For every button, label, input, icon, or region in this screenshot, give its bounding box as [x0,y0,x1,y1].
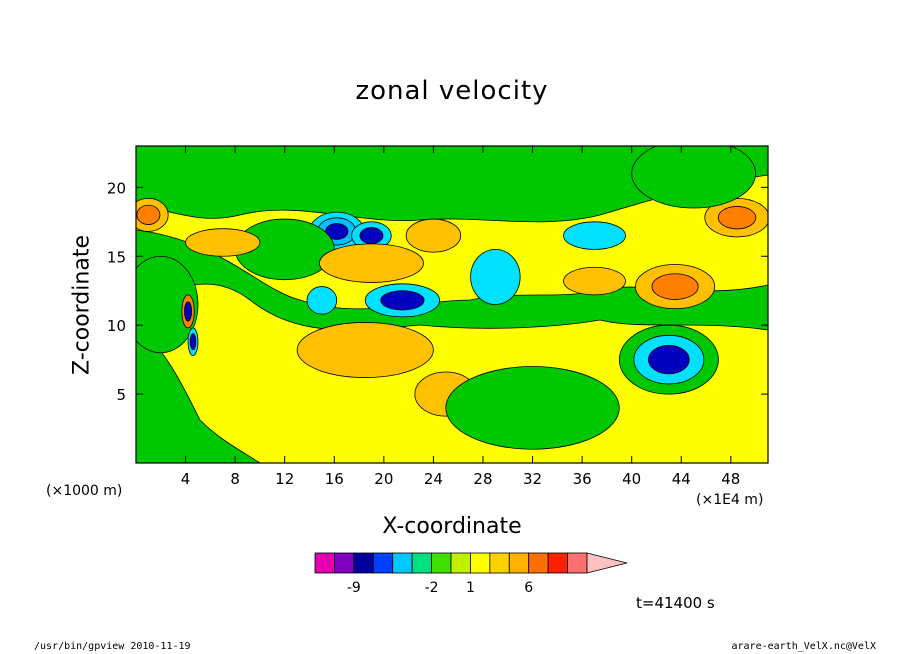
x-tick-label: 16 [325,470,344,488]
contour-region [185,228,261,257]
x-tick-label: 32 [523,470,542,488]
colorbar-segment [314,552,335,574]
contour-region [319,243,424,283]
plot-frame [135,145,769,464]
x-tick-label: 44 [672,470,691,488]
y-tick-label: 5 [116,386,126,404]
colorbar-label: 6 [524,580,533,596]
y-unit-label: (×1000 m) [46,483,123,499]
colorbar-segment [392,552,413,574]
contour-region [470,248,521,305]
x-tick-label: 48 [721,470,740,488]
contour-region [306,286,338,315]
contour-region [325,223,349,240]
x-tick-label: 8 [230,470,240,488]
x-unit-label: (×1E4 m) [696,492,764,508]
colorbar-segment [528,552,549,574]
x-tick-label: 20 [374,470,393,488]
contour-region [380,290,425,311]
colorbar-segment [450,552,471,574]
y-axis-title: Z-coordinate [69,235,95,375]
colorbar-label: -2 [425,580,439,596]
colorbar-segment [489,552,510,574]
colorbar-segment [470,552,491,574]
y-tick-label: 10 [107,317,126,335]
contour-region [189,333,197,351]
y-tick-label: 15 [107,248,126,266]
contour-region [136,204,161,225]
y-tick-label: 20 [107,179,126,197]
footer-right: arare-earth_VelX.nc@VelX [731,641,877,652]
colorbar-segment [567,552,588,574]
colorbar-segment [431,552,452,574]
time-label: t=41400 s [636,594,715,612]
x-axis-title: X-coordinate [382,514,522,539]
x-tick-label: 4 [181,470,191,488]
contour-region [136,255,199,354]
footer-left: /usr/bin/gpview 2010-11-19 [34,641,191,652]
contour-region [651,273,699,300]
colorbar-segment [547,552,568,574]
colorbar-arrow [586,552,628,574]
colorbar-segment [508,552,530,574]
x-tick-label: 40 [622,470,641,488]
colorbar-segment [411,552,432,574]
x-tick-label: 28 [473,470,492,488]
contour-region [445,366,620,450]
contour-region [184,301,193,322]
contour-region [563,221,626,250]
contour-region [631,146,756,209]
colorbar-segment [334,552,355,574]
x-tick-label: 36 [573,470,592,488]
contour-region [717,206,757,230]
green-band [136,229,768,331]
contour-region [405,218,462,253]
colorbar-segment [372,552,394,574]
colorbar-segment [353,552,374,574]
x-tick-label: 24 [424,470,443,488]
contour-region [563,266,626,296]
x-tick-label: 12 [275,470,294,488]
chart-title: zonal velocity [355,76,549,106]
colorbar-label: 1 [466,580,475,596]
colorbar-label: -9 [347,580,361,596]
contour-region [359,227,384,245]
contour-region [648,345,690,375]
contour-region [296,322,434,378]
